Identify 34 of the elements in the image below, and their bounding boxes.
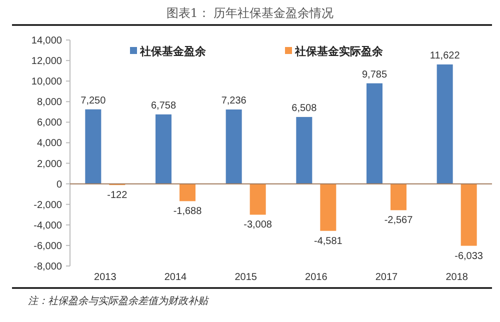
data-label: 7,236 [221,95,247,106]
data-label: -2,567 [384,215,414,226]
x-tick-label: 2016 [305,272,328,283]
x-tick-label: 2015 [234,272,258,283]
y-tick-label: -6,000 [34,240,62,252]
y-tick-label: -8,000 [34,262,62,272]
legend-label: 社保基金盈余 [139,45,207,58]
x-tick-label: 2013 [94,272,117,283]
y-tick-label: -2,000 [34,200,62,211]
chart-title: 图表1： 历年社保基金盈余情况 [166,6,334,20]
data-label: 7,250 [80,95,106,106]
y-tick-label: 0 [56,179,62,190]
x-tick-label: 2018 [446,272,468,283]
data-label: 6,758 [150,100,176,112]
data-label: -4,581 [314,236,343,247]
y-tick-label: -4,000 [34,220,62,232]
legend-label: 社保基金实际盈余 [294,45,384,58]
x-tick-label: 2017 [375,272,398,283]
data-label: 11,622 [430,50,460,62]
data-label: 9,785 [362,69,388,80]
data-label: -3,008 [244,220,272,231]
text: 注：社保盈余与实际盈余差值为财政补贴 [28,295,210,307]
y-tick-label: 12,000 [31,56,62,68]
data-label: -6,033 [454,250,484,262]
y-tick-label: 8,000 [36,97,62,108]
data-label: 6,508 [292,102,318,114]
y-tick-label: 2,000 [36,158,62,170]
data-label: -1,688 [173,206,202,218]
y-tick-label: 14,000 [31,36,62,46]
x-tick-label: 2014 [164,272,188,283]
data-label: -122 [107,190,128,202]
y-tick-label: 6,000 [36,118,62,129]
y-tick-label: 4,000 [36,138,62,150]
y-tick-label: 10,000 [31,76,62,88]
